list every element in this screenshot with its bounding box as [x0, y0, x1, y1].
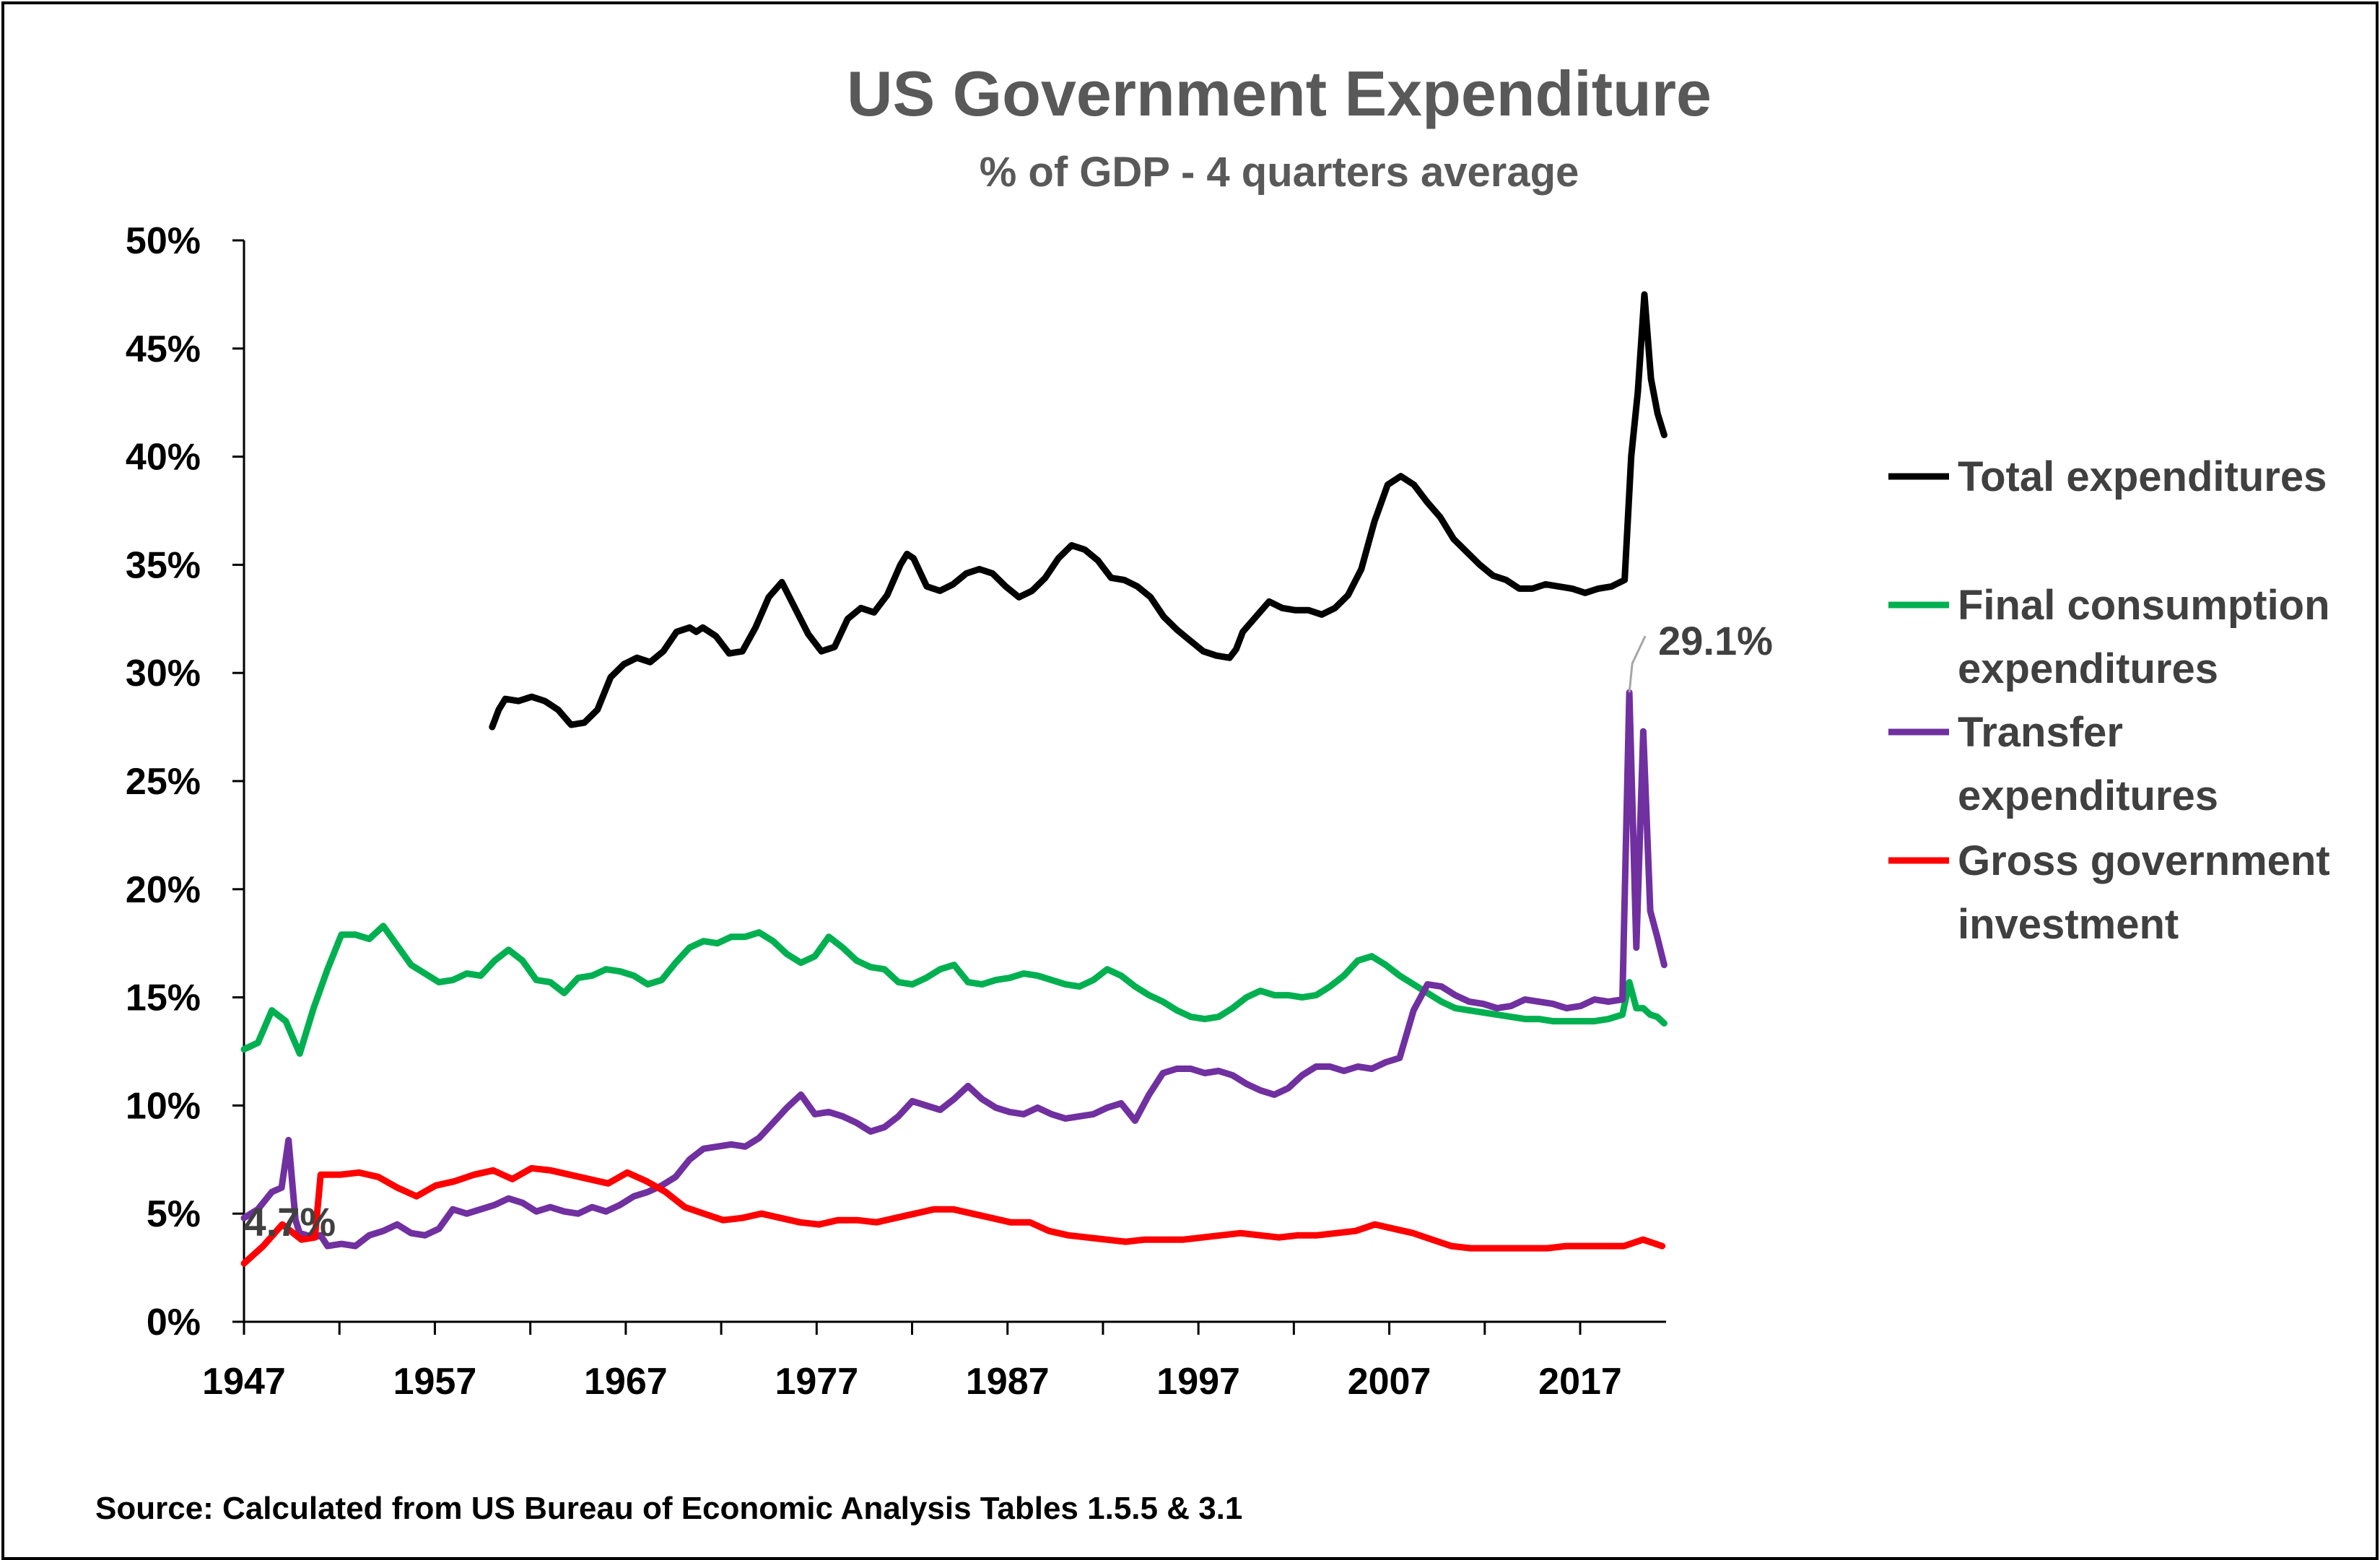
- y-tick-label: 35%: [126, 544, 201, 586]
- y-tick-label: 50%: [126, 220, 201, 262]
- chart-subtitle: % of GDP - 4 quarters average: [980, 149, 1579, 196]
- annotation-layer: 29.1% 4.7%: [244, 618, 1773, 1245]
- y-tick-label: 10%: [126, 1085, 201, 1127]
- y-tick-label: 45%: [126, 328, 201, 370]
- x-tick-label: 1947: [202, 1361, 286, 1403]
- y-tick-label: 40%: [126, 437, 201, 479]
- x-tick-label: 1977: [775, 1361, 858, 1403]
- x-tick-label: 1957: [393, 1361, 477, 1403]
- chart-title: US Government Expenditure: [847, 58, 1712, 129]
- x-tick-label: 1967: [584, 1361, 668, 1403]
- series-line-gross-government-investment: [240, 1164, 1666, 1267]
- x-tick-label: 1997: [1156, 1361, 1240, 1403]
- series-line-total-expenditures: [489, 291, 1668, 731]
- legend-label-transfer-expenditures: Transfer expenditures: [1958, 709, 2218, 819]
- y-tick-label: 15%: [126, 977, 201, 1019]
- source-note: Source: Calculated from US Bureau of Eco…: [95, 1491, 1242, 1526]
- legend: Total expenditures Final consumption expen…: [1888, 453, 2330, 948]
- y-tick-label: 30%: [126, 653, 201, 694]
- legend-label-total-expenditures: Total expenditures: [1958, 453, 2327, 500]
- x-tick-label: 2017: [1538, 1361, 1622, 1403]
- legend-label-final-consumption-expenditures: Final consumption expenditures: [1958, 582, 2330, 692]
- y-tick-label: 20%: [126, 869, 201, 911]
- y-tick-label: 25%: [126, 761, 201, 803]
- y-tick-label: 0%: [147, 1302, 201, 1343]
- x-tick-label: 2007: [1348, 1361, 1431, 1403]
- x-tick-label: 1987: [966, 1361, 1050, 1403]
- series-layer: [240, 291, 1668, 1267]
- legend-label-gross-government-investment: Gross government investment: [1958, 837, 2330, 948]
- annotation-peak-label: 29.1%: [1658, 618, 1773, 663]
- annotation-leader-line: [1628, 635, 1647, 693]
- series-line-transfer-expenditures: [240, 689, 1668, 1250]
- annotation-low-label: 4.7%: [244, 1199, 336, 1245]
- series-line-final-consumption-expenditures: [240, 923, 1668, 1057]
- y-tick-label: 5%: [147, 1193, 201, 1235]
- axes: 0% 5% 10% 15% 20% 25% 30% 35% 40% 45% 50% 1947 1957 1…: [126, 220, 1666, 1403]
